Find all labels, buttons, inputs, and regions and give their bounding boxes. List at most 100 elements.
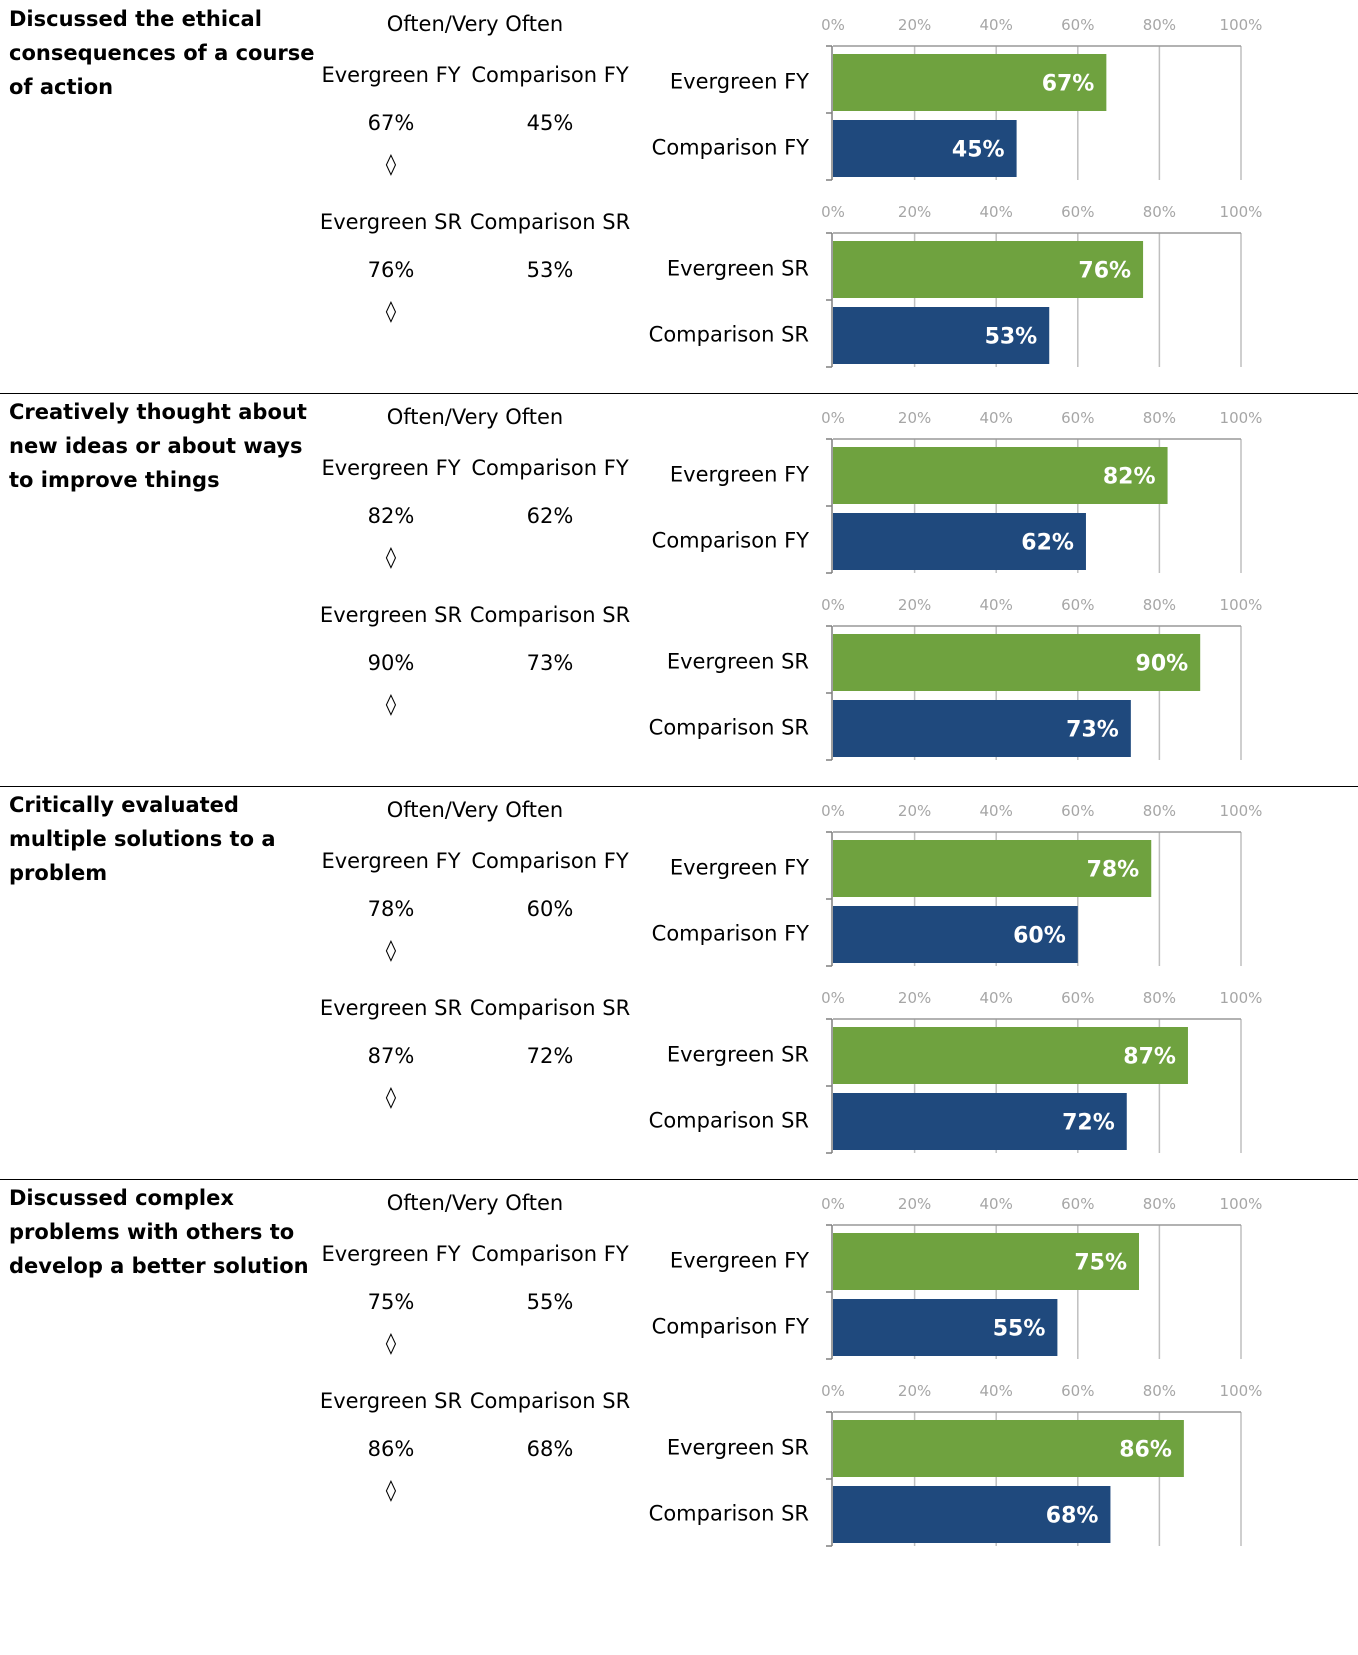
bar-comparison [833,307,1050,364]
often-header: Often/Very Often [386,405,564,429]
bar-chart: 0% 20% 40% 60% 80% 100% 67% Evergreen FY 45% Comp… [649,16,1262,368]
bar-value-label: 76% [1078,259,1131,284]
bar-value-label: 60% [1013,924,1066,949]
bar-group: 0% 20% 40% 60% 80% 100% 78% Evergreen FY 60% Comp… [652,802,1263,967]
tick-label: 60% [1061,1382,1094,1400]
section-divider [0,1179,1358,1180]
tick-label: 40% [980,1195,1013,1213]
bar-value-label: 78% [1087,858,1140,883]
question-section: Discussed complex problems with others t… [0,1179,1358,1572]
tick-label: 20% [898,596,931,614]
tick-label: 40% [980,802,1013,820]
bar-comparison [833,513,1086,570]
tick-label: 60% [1061,802,1094,820]
significance-diamond: ◊ [385,1085,397,1109]
bar-group: 0% 20% 40% 60% 80% 100% 76% Evergreen SR 53% Comp… [649,203,1262,368]
tick-label: 100% [1220,802,1263,820]
tick-label: 0% [821,1195,845,1213]
table-label-comparison: Comparison FY [471,1242,629,1266]
tick-label: 60% [1061,1195,1094,1213]
table-label-comparison: Comparison FY [471,63,629,87]
bar-evergreen [833,241,1144,298]
table-value-comparison: 53% [526,258,574,282]
bar-value-label: 72% [1062,1111,1115,1136]
bar-value-label: 62% [1021,531,1074,556]
question-title: Critically evaluated multiple solutions … [9,793,276,885]
tick-label: 40% [980,203,1013,221]
bar-evergreen [833,54,1107,111]
table-label-comparison: Comparison SR [469,210,631,234]
question-section: Creatively thought about new ideas or ab… [0,393,1358,786]
tick-label: 100% [1220,1382,1263,1400]
bar-comparison [833,1299,1058,1356]
table-label-evergreen: Evergreen FY [321,1242,461,1266]
bar-value-label: 53% [985,325,1038,350]
question-title: Discussed complex problems with others t… [9,1186,309,1278]
bar-group: 0% 20% 40% 60% 80% 100% 67% Evergreen FY 45% Comp… [652,16,1262,181]
question-title: Creatively thought about new ideas or ab… [9,400,307,492]
category-label: Comparison SR [649,1502,809,1526]
table-label-evergreen: Evergreen FY [321,849,461,873]
question-section: Discussed the ethical consequences of a … [0,0,1358,393]
bar-group: 0% 20% 40% 60% 80% 100% 86% Evergreen SR 68% Comp… [649,1382,1263,1547]
tick-label: 20% [898,989,931,1007]
bar-value-label: 68% [1046,1504,1099,1529]
tick-label: 0% [821,16,845,34]
category-label: Evergreen SR [667,1436,809,1460]
bar-value-label: 55% [993,1317,1046,1342]
tick-label: 80% [1143,802,1176,820]
table-label-evergreen: Evergreen SR [319,1389,463,1413]
bar-comparison [833,700,1131,757]
tick-label: 0% [821,802,845,820]
significance-diamond: ◊ [385,299,397,323]
significance-diamond: ◊ [385,152,397,176]
significance-diamond: ◊ [385,1478,397,1502]
table-value-comparison: 55% [526,1290,574,1314]
bar-comparison [833,906,1078,963]
bar-evergreen [833,1420,1184,1477]
tick-label: 20% [898,409,931,427]
tick-label: 40% [980,596,1013,614]
category-label: Comparison FY [652,529,809,553]
table-value-evergreen: 86% [367,1437,415,1461]
table-label-evergreen: Evergreen SR [319,996,463,1020]
bar-value-label: 90% [1136,652,1189,677]
tick-label: 100% [1220,1195,1263,1213]
tick-label: 100% [1220,989,1263,1007]
tick-label: 80% [1143,203,1176,221]
bar-evergreen [833,1233,1139,1290]
bar-value-label: 87% [1123,1045,1176,1070]
table-value-comparison: 45% [526,111,574,135]
tick-label: 60% [1061,989,1094,1007]
table-value-comparison: 60% [526,897,574,921]
category-label: Evergreen FY [670,856,809,880]
table-label-evergreen: Evergreen FY [321,456,461,480]
bar-value-label: 82% [1103,465,1156,490]
bar-value-label: 45% [952,138,1005,163]
table-value-evergreen: 82% [367,504,415,528]
tick-label: 80% [1143,409,1176,427]
tick-label: 40% [980,1382,1013,1400]
table-value-evergreen: 87% [367,1044,415,1068]
tick-label: 80% [1143,596,1176,614]
section-divider [0,786,1358,787]
table-value-evergreen: 67% [367,111,415,135]
bar-value-label: 86% [1119,1438,1172,1463]
category-label: Comparison FY [652,136,809,160]
table-label-comparison: Comparison FY [471,456,629,480]
table-label-evergreen: Evergreen SR [319,603,463,627]
bar-group: 0% 20% 40% 60% 80% 100% 90% Evergreen SR 73% Comp… [649,596,1262,761]
table-label-evergreen: Evergreen FY [321,63,461,87]
bar-comparison [833,1486,1111,1543]
tick-label: 40% [980,16,1013,34]
tick-label: 60% [1061,596,1094,614]
tick-label: 60% [1061,16,1094,34]
tick-label: 80% [1143,989,1176,1007]
often-header: Often/Very Often [386,12,564,36]
table-value-comparison: 72% [526,1044,574,1068]
category-label: Evergreen SR [667,257,809,281]
bar-value-label: 75% [1074,1251,1127,1276]
table-label-evergreen: Evergreen SR [319,210,463,234]
bar-chart: 0% 20% 40% 60% 80% 100% 78% Evergreen FY 60% Comp… [649,802,1263,1154]
bar-value-label: 73% [1066,718,1119,743]
